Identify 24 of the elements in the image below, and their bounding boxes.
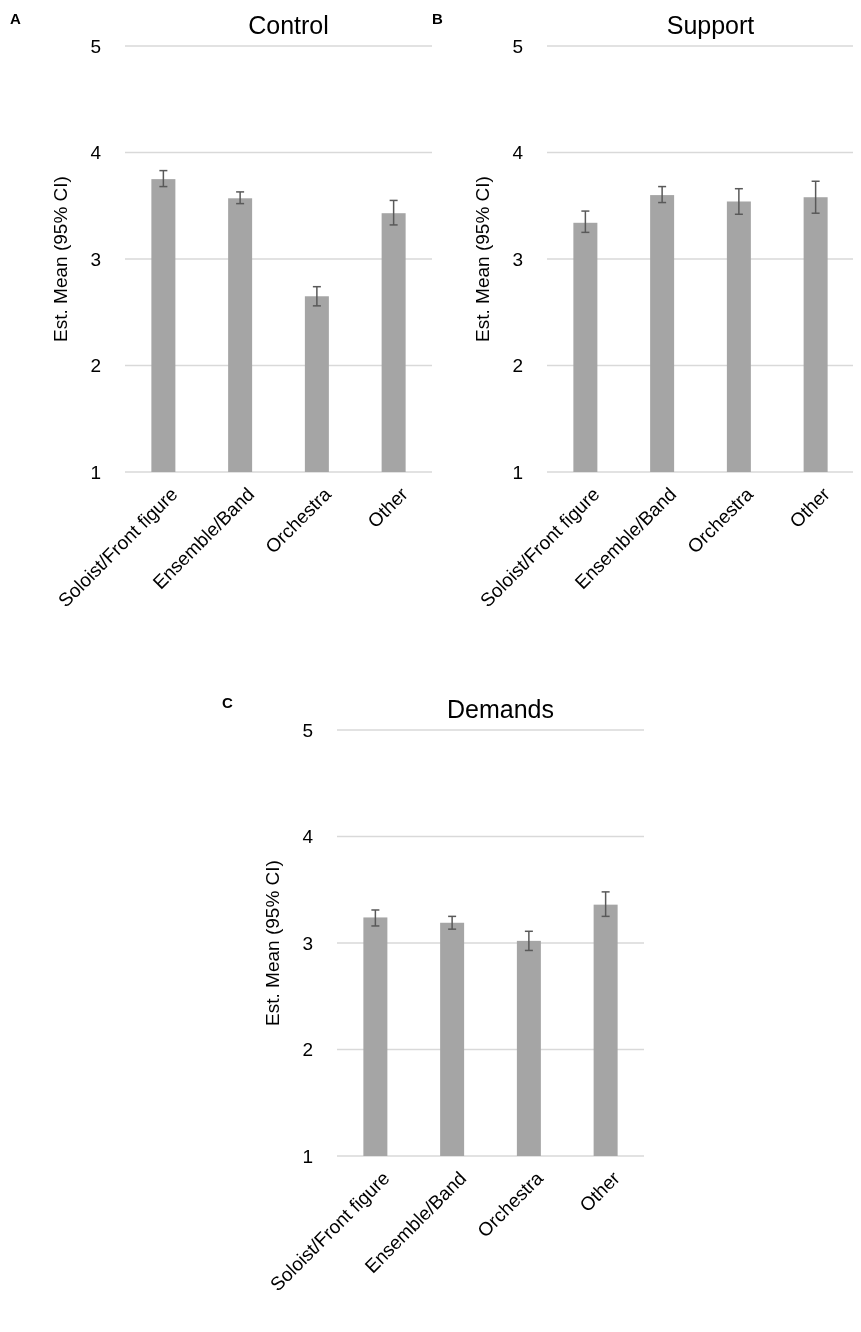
y-axis-title: Est. Mean (95% CI) bbox=[262, 860, 283, 1026]
y-tick-label: 1 bbox=[302, 1145, 313, 1167]
y-tick-label: 3 bbox=[302, 932, 313, 954]
y-tick-label: 2 bbox=[90, 355, 101, 377]
y-tick-label: 3 bbox=[90, 248, 101, 270]
y-axis-title: Est. Mean (95% CI) bbox=[50, 176, 71, 342]
y-tick-label: 5 bbox=[302, 719, 313, 741]
y-tick-label: 1 bbox=[512, 461, 523, 483]
y-tick-label: 4 bbox=[302, 826, 314, 848]
y-tick-label: 5 bbox=[90, 35, 101, 57]
y-tick-label: 1 bbox=[90, 461, 101, 483]
text: A bbox=[10, 10, 21, 27]
y-tick-label: 4 bbox=[512, 142, 524, 164]
chart-title: Control bbox=[248, 11, 329, 39]
y-tick-label: 2 bbox=[302, 1039, 313, 1061]
text: B bbox=[432, 10, 443, 27]
y-tick-label: 3 bbox=[512, 248, 523, 270]
chart-title: Demands bbox=[447, 695, 554, 723]
y-axis-title: Est. Mean (95% CI) bbox=[472, 176, 493, 342]
y-tick-label: 2 bbox=[512, 355, 523, 377]
y-tick-label: 4 bbox=[90, 142, 102, 164]
chart-title: Support bbox=[666, 11, 755, 39]
y-tick-label: 5 bbox=[512, 35, 523, 57]
text: C bbox=[222, 694, 233, 711]
